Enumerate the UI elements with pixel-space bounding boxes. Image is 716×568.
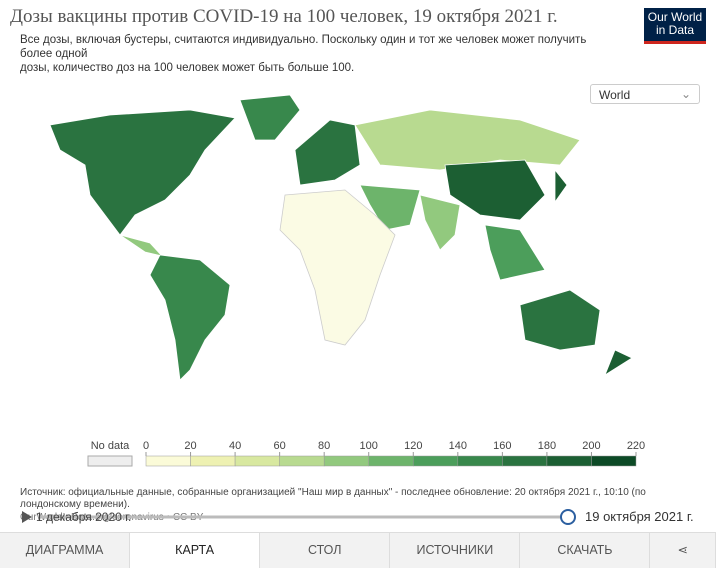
country-shape[interactable]: [149, 254, 231, 381]
subtitle: Все дозы, включая бустеры, считаются инд…: [20, 33, 586, 75]
share-tab[interactable]: ⋖: [650, 533, 716, 568]
no-data-label: No data: [91, 440, 130, 452]
legend-bin: [323, 455, 369, 467]
legend-bin: [502, 455, 548, 467]
legend-tick-label: 80: [318, 440, 330, 452]
tab[interactable]: СТОЛ: [260, 533, 391, 568]
subtitle-line: более одной: [20, 48, 88, 60]
tab-bar: ДИАГРАММА КАРТА СТОЛ ИСТОЧНИКИ СКАЧАТЬ ⋖: [0, 532, 716, 568]
legend-tick-label: 220: [627, 440, 645, 452]
legend-bin: [145, 455, 191, 467]
legend-tick-label: 20: [184, 440, 196, 452]
region-select[interactable]: World ⌄: [590, 84, 700, 104]
timeline-handle[interactable]: [560, 509, 576, 525]
legend-tick-label: 140: [449, 440, 467, 452]
legend-bin: [546, 455, 592, 467]
map: No data 0 20 40 60 80 100 120 140 160 180 200 220: [49, 94, 645, 467]
source: Источник: официальные данные, собранные …: [20, 487, 646, 510]
legend-bin: [591, 455, 637, 467]
legend-bin: [368, 455, 414, 467]
country-shape[interactable]: [359, 184, 421, 231]
country-shape[interactable]: [444, 159, 546, 221]
country-shape[interactable]: [119, 234, 164, 257]
end-date: 19 октября 2021 г.: [585, 509, 694, 524]
tab[interactable]: ИСТОЧНИКИ: [390, 533, 521, 568]
tab[interactable]: СКАЧАТЬ: [520, 533, 651, 568]
title: Дозы вакцины против COVID-19 на 100 чело…: [10, 6, 558, 27]
subtitle-line: Все дозы, включая бустеры, считаются инд…: [20, 34, 587, 46]
country-shape[interactable]: [279, 189, 396, 346]
legend-tick-label: 160: [493, 440, 511, 452]
legend-tick-label: 180: [538, 440, 556, 452]
country-shape[interactable]: [239, 94, 301, 141]
legend-bin: [279, 455, 325, 467]
country-shape[interactable]: [419, 194, 461, 251]
legend-bin: [190, 455, 236, 467]
tab[interactable]: КАРТА: [130, 533, 261, 568]
legend-tick-label: 100: [360, 440, 378, 452]
no-data-swatch: [87, 455, 133, 467]
legend-bin: [457, 455, 503, 467]
country-shape[interactable]: [604, 349, 633, 376]
play-button[interactable]: [22, 511, 32, 523]
logo[interactable]: Our World in Data: [644, 8, 706, 44]
legend-tick-label: 120: [404, 440, 422, 452]
subtitle-line: дозы, количество доз на 100 человек може…: [20, 62, 355, 74]
tab[interactable]: ДИАГРАММА: [0, 533, 131, 568]
country-shape[interactable]: [519, 289, 601, 351]
country-shape[interactable]: [294, 119, 361, 186]
legend-tick-label: 40: [229, 440, 241, 452]
legend-tick-label: 60: [274, 440, 286, 452]
start-date: 1 декабря 2020 г.: [36, 510, 132, 524]
region-label: World: [599, 88, 631, 102]
logo-line: in Data: [655, 23, 695, 37]
legend-tick-label: 200: [582, 440, 600, 452]
legend-bin: [234, 455, 280, 467]
logo-line: Our World: [647, 10, 703, 24]
timeline: [22, 509, 576, 525]
legend-bin: [413, 455, 459, 467]
country-shape[interactable]: [49, 109, 236, 236]
country-shape[interactable]: [354, 109, 581, 171]
country-shape[interactable]: [484, 224, 546, 281]
chevron: ⌄: [680, 87, 691, 101]
country-shape[interactable]: [554, 168, 568, 204]
legend: 0 20 40 60 80 100 120 140 160 180 200 220: [143, 440, 645, 467]
legend-tick-label: 0: [143, 440, 149, 452]
